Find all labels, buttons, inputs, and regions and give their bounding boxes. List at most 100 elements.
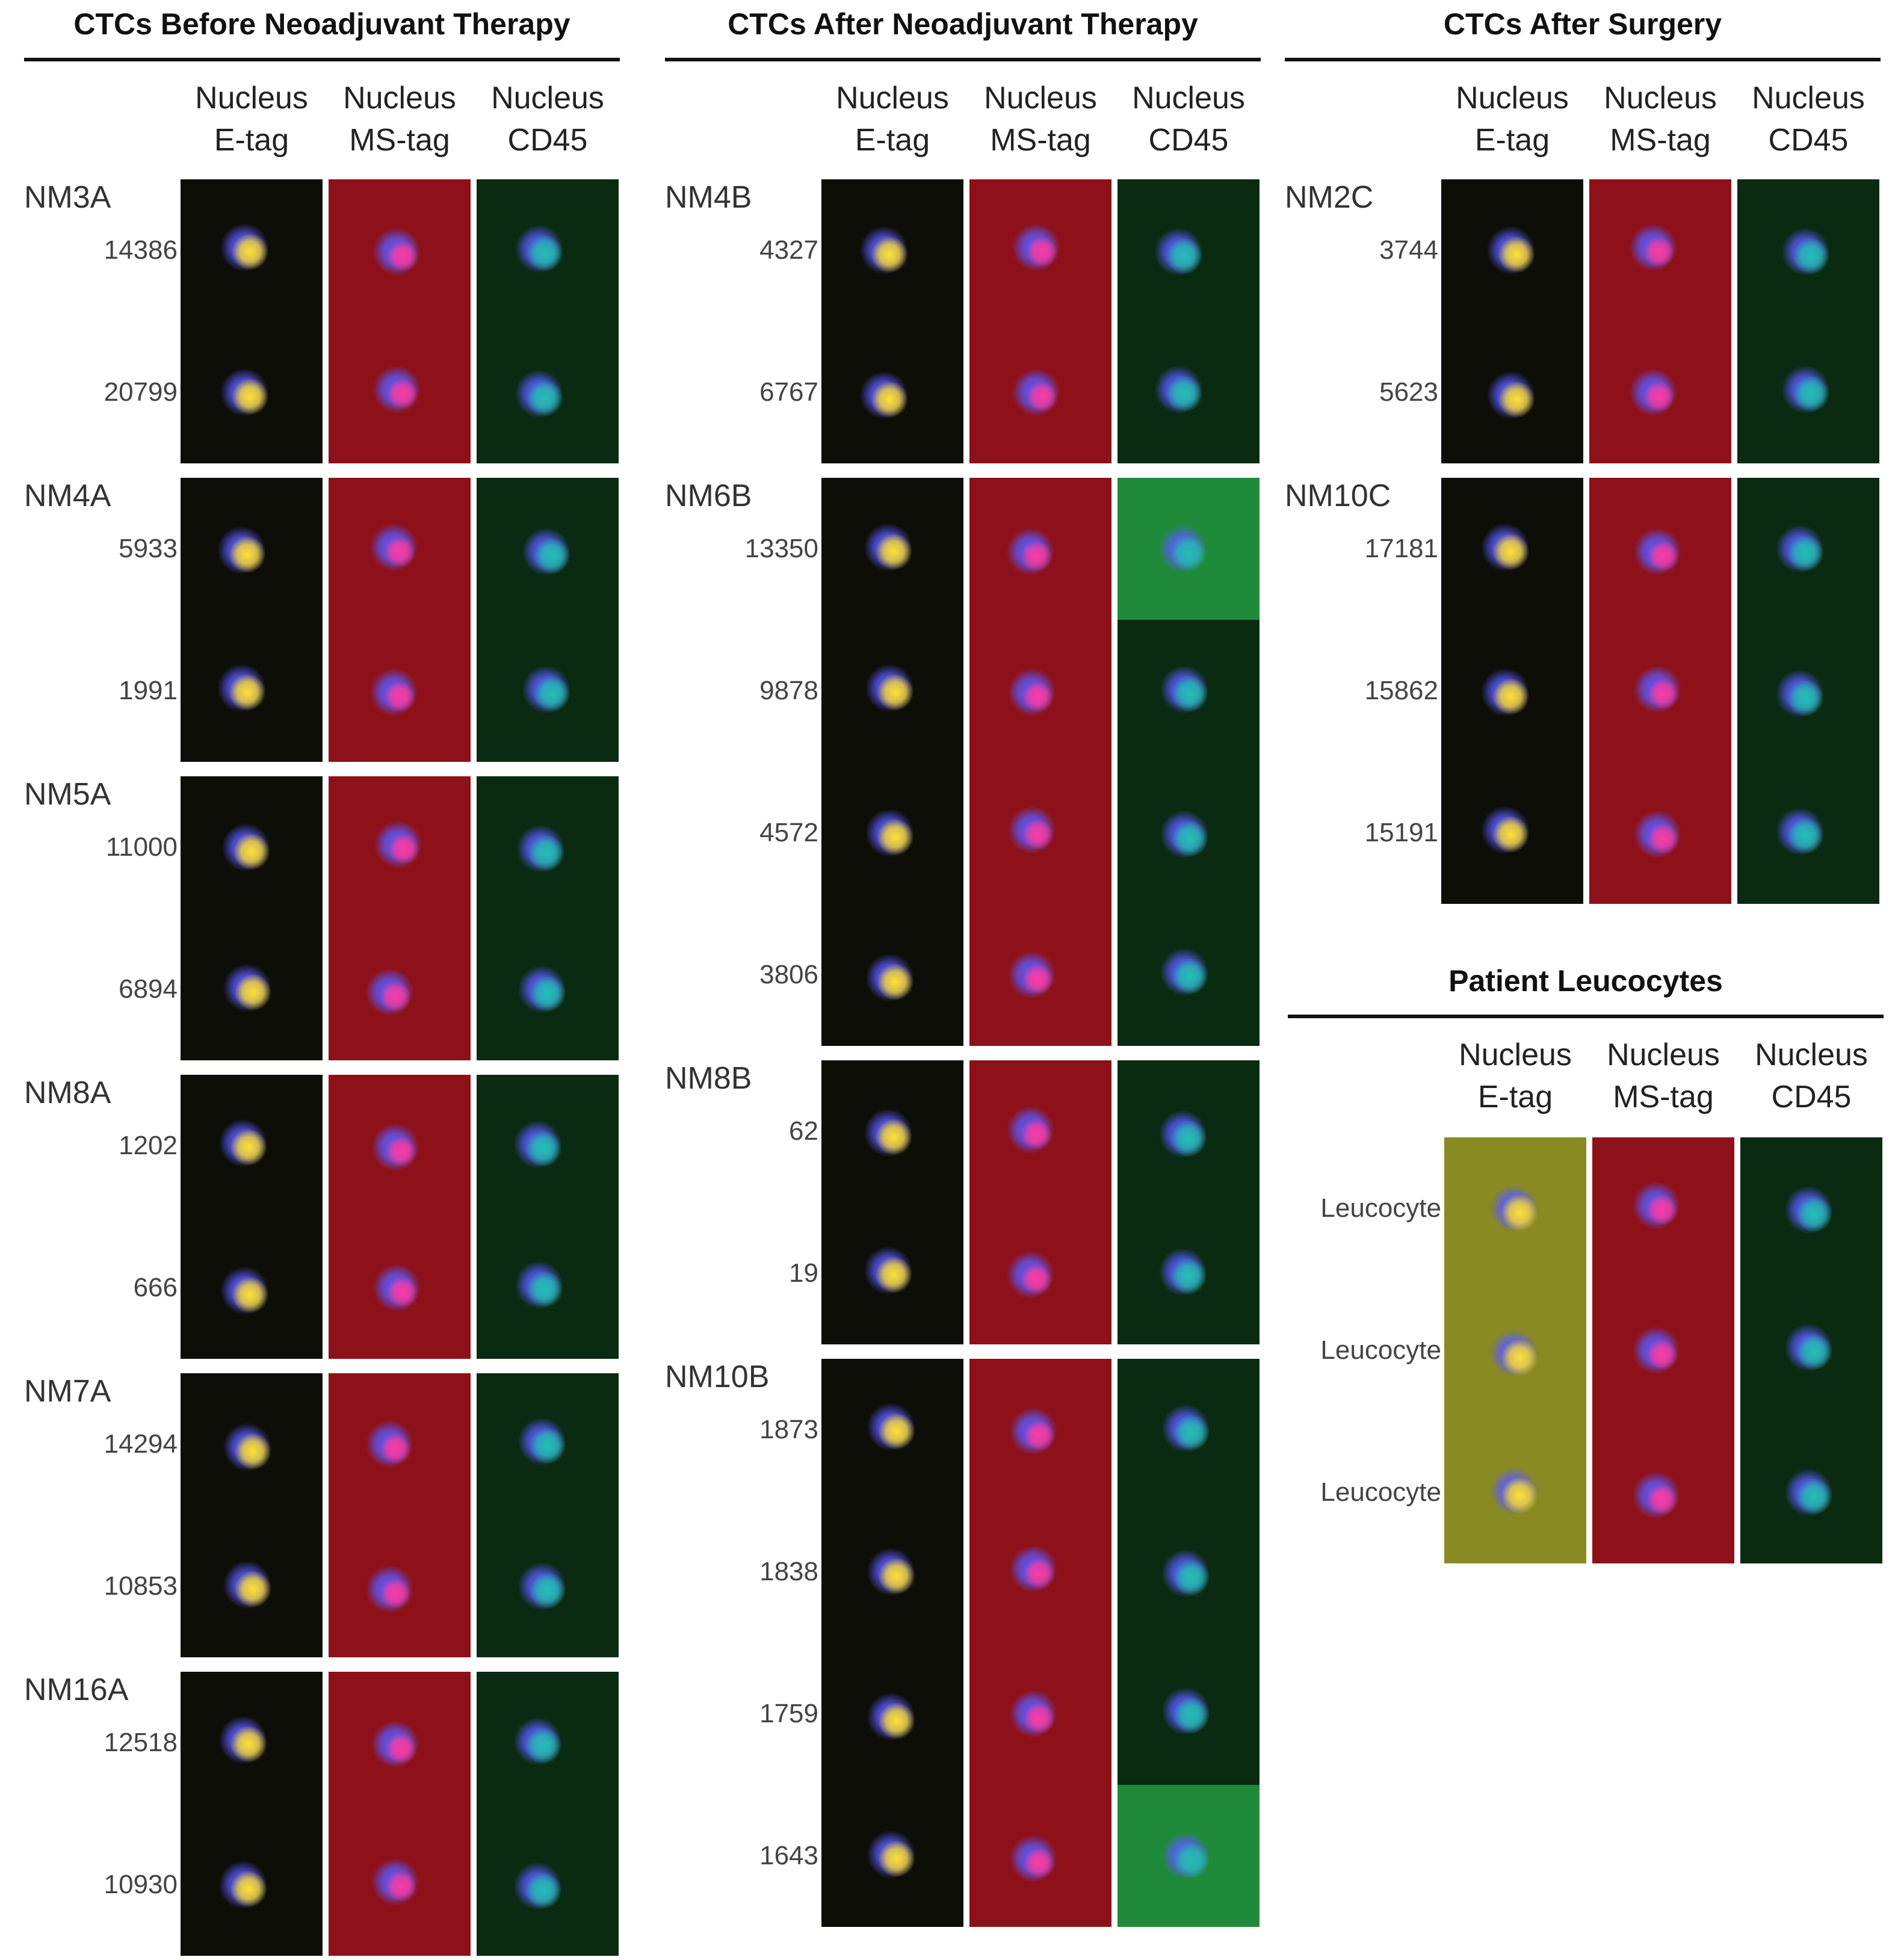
cd45-micrograph xyxy=(477,776,619,918)
marker-stain xyxy=(230,1725,267,1763)
marker-stain xyxy=(1170,534,1207,572)
micrograph-svg xyxy=(1592,1421,1734,1563)
panel-patient-leucocytes: Patient Leucocytes Nucleus E-tag Nucleus… xyxy=(1288,957,1884,1563)
column-header-mstag: Nucleus MS-tag xyxy=(329,77,471,161)
mstag-micrograph xyxy=(969,1060,1111,1202)
etag-micrograph xyxy=(181,1515,323,1657)
marker-stain xyxy=(388,833,420,865)
marker-stain xyxy=(386,1276,418,1308)
micrograph-svg xyxy=(329,776,471,918)
marker-stain xyxy=(1173,1696,1210,1734)
etag-micrograph xyxy=(1441,762,1583,904)
micrograph-svg xyxy=(1444,1279,1586,1421)
sample-id-label: NM4A xyxy=(24,478,111,513)
marker-stain xyxy=(875,1118,913,1156)
panel-title: CTCs Before Neoadjuvant Therapy xyxy=(73,7,570,41)
marker-stain xyxy=(877,818,914,856)
cd45-micrograph xyxy=(477,620,619,762)
marker-stain xyxy=(1787,817,1824,855)
cd45-micrograph xyxy=(477,321,619,463)
cell-id-label: 13350 xyxy=(744,534,818,563)
micrograph-svg xyxy=(1117,1643,1260,1785)
micrograph-svg xyxy=(1117,1501,1260,1643)
cell-id-label: 6767 xyxy=(759,377,818,407)
micrograph-svg xyxy=(477,1075,619,1217)
marker-stain xyxy=(1796,1478,1833,1515)
etag-micrograph xyxy=(821,1785,963,1927)
micrograph-svg xyxy=(477,179,619,321)
cd45-micrograph xyxy=(477,1217,619,1359)
mstag-micrograph xyxy=(329,620,471,762)
marker-stain xyxy=(1170,1120,1207,1157)
panel-divider xyxy=(1288,1015,1884,1018)
panel-divider xyxy=(24,58,620,61)
marker-stain xyxy=(1170,1258,1207,1295)
cd45-micrograph xyxy=(1117,478,1260,620)
mstag-micrograph xyxy=(1592,1279,1734,1421)
cell-id-label: 1991 xyxy=(119,676,178,705)
micrograph-svg xyxy=(181,321,323,463)
cd45-micrograph xyxy=(1740,1279,1882,1421)
cd45-micrograph xyxy=(1117,1785,1260,1927)
marker-stain xyxy=(1492,533,1530,570)
column-header-etag: Nucleus E-tag xyxy=(1441,77,1583,161)
marker-stain xyxy=(231,378,269,415)
micrograph-svg xyxy=(1444,1421,1586,1563)
marker-stain xyxy=(877,673,914,711)
marker-stain xyxy=(1023,1702,1055,1734)
micrograph-svg xyxy=(1117,620,1260,762)
cd45-micrograph xyxy=(477,1814,619,1956)
cd45-micrograph xyxy=(1117,762,1260,904)
marker-stain xyxy=(1173,1414,1210,1451)
micrograph-svg xyxy=(969,762,1111,904)
micrograph-svg xyxy=(1117,1359,1260,1501)
etag-micrograph xyxy=(821,478,963,620)
column-header-text: Nucleus CD45 xyxy=(1132,81,1245,158)
micrograph-svg xyxy=(1737,762,1879,904)
marker-stain xyxy=(386,378,418,410)
micrograph-svg xyxy=(969,1501,1111,1643)
micrograph-svg xyxy=(1592,1137,1734,1279)
panel-title: CTCs After Surgery xyxy=(1443,7,1722,41)
marker-stain xyxy=(871,381,908,418)
marker-stain xyxy=(384,681,415,713)
column-header-cd45: Nucleus CD45 xyxy=(1740,1034,1882,1118)
cd45-micrograph xyxy=(1737,620,1879,762)
micrograph-svg xyxy=(1589,478,1731,620)
micrograph-svg xyxy=(821,478,963,620)
marker-stain xyxy=(1501,1194,1538,1231)
micrograph-svg xyxy=(181,776,323,918)
cell-id-label: 15862 xyxy=(1364,676,1438,705)
micrograph-svg xyxy=(1740,1421,1882,1563)
marker-stain xyxy=(1492,815,1530,853)
micrograph-svg xyxy=(1740,1279,1882,1421)
marker-stain xyxy=(379,1433,411,1465)
mstag-micrograph xyxy=(329,321,471,463)
column-header-text: Nucleus MS-tag xyxy=(1607,1037,1720,1114)
marker-stain xyxy=(1498,381,1535,418)
cell-id-label: 14386 xyxy=(104,235,178,265)
marker-stain xyxy=(1647,678,1679,709)
marker-stain xyxy=(875,533,913,570)
panel-divider xyxy=(665,58,1261,61)
micrograph-svg xyxy=(1441,620,1583,762)
mstag-micrograph xyxy=(969,321,1111,463)
etag-micrograph xyxy=(1444,1279,1586,1421)
panel-before-neoadjuvant: CTCs Before Neoadjuvant Therapy Nucleus … xyxy=(24,0,620,1960)
cd45-micrograph xyxy=(477,1373,619,1515)
marker-stain xyxy=(877,963,914,1001)
etag-micrograph xyxy=(1441,179,1583,321)
sample-id-label: NM10C xyxy=(1285,478,1391,513)
mstag-micrograph xyxy=(969,179,1111,321)
micrograph-svg xyxy=(821,620,963,762)
cell-id-label: 9878 xyxy=(759,676,818,705)
micrograph-svg xyxy=(477,1217,619,1359)
micrograph-svg xyxy=(969,179,1111,321)
etag-micrograph xyxy=(821,904,963,1046)
micrograph-svg xyxy=(1737,321,1879,463)
marker-stain xyxy=(1646,1339,1678,1371)
column-header-mstag: Nucleus MS-tag xyxy=(1592,1034,1734,1118)
marker-stain xyxy=(529,1427,566,1465)
mstag-micrograph xyxy=(969,1359,1111,1501)
micrograph-svg xyxy=(477,1814,619,1956)
